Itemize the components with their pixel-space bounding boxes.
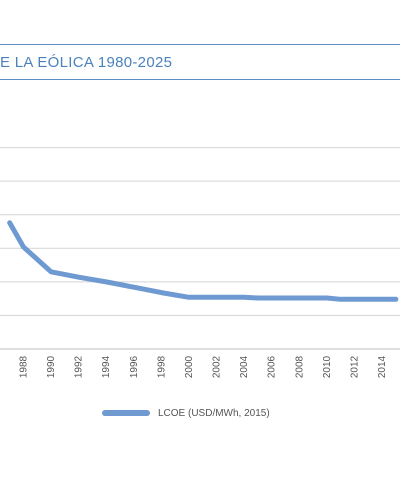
x-tick-label-1998: 1998 [156, 355, 167, 378]
x-tick-label-2010: 2010 [322, 355, 333, 378]
chart-title: E LA EÓLICA 1980-2025 [0, 54, 173, 71]
series-line-lcoe [7, 220, 399, 302]
x-tick-label-2000: 2000 [184, 355, 195, 378]
chart-legend: LCOE (USD/MWh, 2015) [102, 404, 270, 422]
x-tick-label-2008: 2008 [294, 355, 305, 378]
x-tick-label-1992: 1992 [74, 355, 85, 378]
x-tick-label-2012: 2012 [349, 355, 360, 378]
x-tick-label-2014: 2014 [377, 355, 388, 378]
legend-swatch-lcoe [102, 410, 150, 416]
x-tick-label-2006: 2006 [267, 355, 278, 378]
x-tick-label-1996: 1996 [129, 355, 140, 378]
x-tick-label-2004: 2004 [239, 355, 250, 378]
x-tick-label-1988: 1988 [18, 355, 29, 378]
legend-label-lcoe: LCOE (USD/MWh, 2015) [158, 407, 270, 419]
x-tick-label-1990: 1990 [46, 355, 57, 378]
x-tick-label-2002: 2002 [212, 355, 223, 378]
x-tick-label-1994: 1994 [101, 355, 112, 378]
chart-title-frame [0, 44, 400, 80]
